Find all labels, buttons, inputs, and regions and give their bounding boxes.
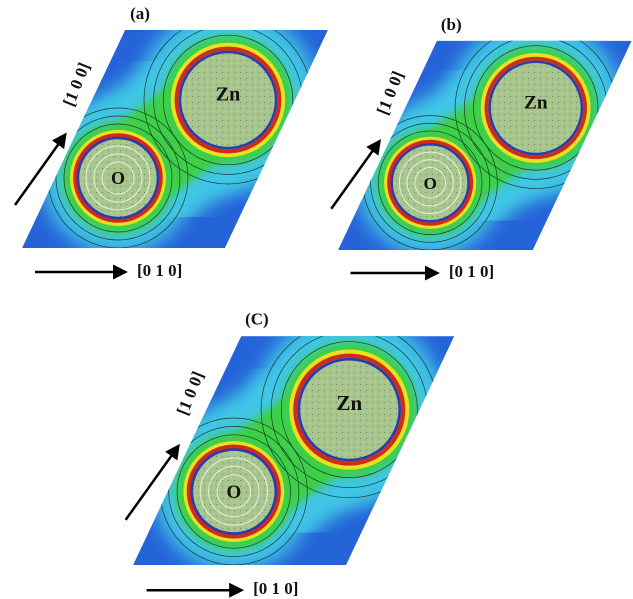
axis-label: [1 0 0]: [59, 60, 94, 109]
atom-label: Zn: [216, 84, 240, 106]
density-map: [22, 9, 328, 254]
atom-label: Zn: [524, 92, 548, 113]
axis-label: [0 1 0]: [253, 579, 298, 598]
panel: Zn O (C) [1 0 0] [0 1 0]: [126, 309, 455, 598]
axis-label: [1 0 0]: [173, 369, 208, 418]
axis-label: [1 0 0]: [373, 68, 408, 117]
panel-label: (C): [245, 309, 269, 328]
panel-label: (b): [441, 15, 462, 34]
atom-label: O: [226, 482, 241, 503]
panel-label: (a): [130, 4, 150, 23]
density-map: [338, 20, 632, 255]
density-map: [133, 314, 454, 571]
axis-label: [0 1 0]: [449, 262, 494, 281]
atom-label: O: [111, 168, 125, 188]
figure: Zn O (a) [1 0 0] [0 1 0] Zn O (b) [1 0 0] [0 1 0]…: [0, 0, 633, 599]
panel: Zn O (a) [1 0 0] [0 1 0]: [15, 4, 328, 280]
atom-label: Zn: [336, 391, 362, 415]
axis-label: [0 1 0]: [137, 261, 182, 280]
atom-label: O: [423, 174, 436, 193]
panel: Zn O (b) [1 0 0] [0 1 0]: [331, 15, 631, 281]
